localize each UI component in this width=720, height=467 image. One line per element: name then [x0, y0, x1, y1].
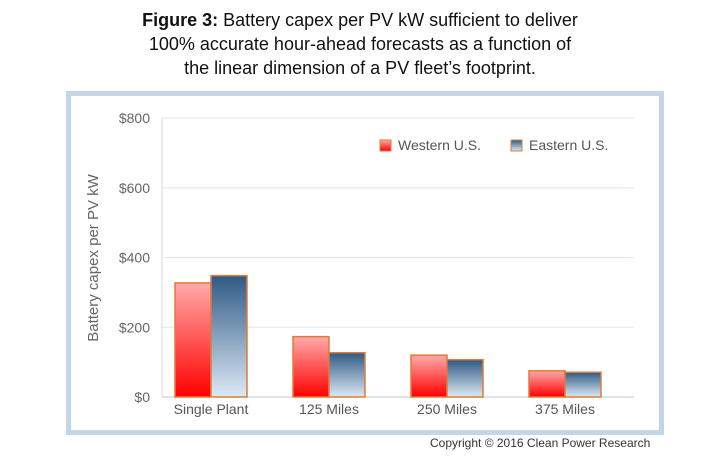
figure-label: Figure 3: — [142, 10, 219, 30]
y-axis-label: Battery capex per PV kW — [85, 173, 102, 341]
y-tick-label: $0 — [134, 389, 150, 405]
figure-title: Figure 3: Battery capex per PV kW suffic… — [0, 8, 720, 80]
bar-western — [174, 282, 212, 398]
y-tick-label: $800 — [119, 110, 150, 126]
x-tick-label: 125 Miles — [299, 401, 359, 417]
legend-swatch — [379, 139, 392, 152]
bar-western — [410, 354, 448, 398]
title-line-3: the linear dimension of a PV fleet’s foo… — [184, 58, 536, 78]
y-tick-label: $400 — [119, 250, 150, 266]
legend-swatch — [510, 139, 523, 152]
x-tick-label: 375 Miles — [535, 401, 595, 417]
title-line-1: Battery capex per PV kW sufficient to de… — [218, 10, 578, 30]
bar-eastern — [210, 274, 248, 398]
bar-eastern — [446, 358, 484, 398]
title-line-2: 100% accurate hour-ahead forecasts as a … — [148, 34, 572, 54]
legend-label: Eastern U.S. — [529, 137, 608, 153]
copyright-notice: Copyright © 2016 Clean Power Research — [430, 436, 651, 450]
bar-western — [292, 335, 330, 398]
x-tick-label: 250 Miles — [417, 401, 477, 417]
bar-eastern — [328, 351, 366, 398]
bar-eastern — [564, 371, 602, 398]
bar-western — [528, 370, 566, 398]
y-tick-label: $200 — [119, 319, 150, 335]
x-tick-label: Single Plant — [174, 401, 249, 417]
legend-label: Western U.S. — [398, 137, 481, 153]
y-tick-label: $600 — [119, 180, 150, 196]
